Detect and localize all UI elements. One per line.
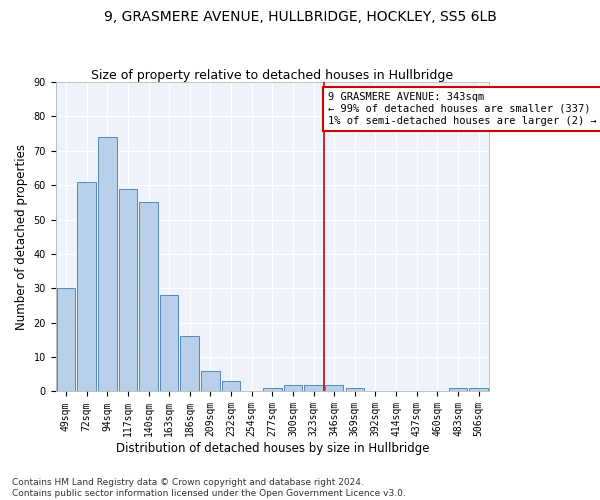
Bar <box>119 188 137 392</box>
Bar <box>304 384 323 392</box>
Text: 9 GRASMERE AVENUE: 343sqm
← 99% of detached houses are smaller (337)
1% of semi-: 9 GRASMERE AVENUE: 343sqm ← 99% of detac… <box>328 92 597 126</box>
Bar <box>139 202 158 392</box>
Bar <box>56 288 75 392</box>
X-axis label: Distribution of detached houses by size in Hullbridge: Distribution of detached houses by size … <box>116 442 429 455</box>
Text: 9, GRASMERE AVENUE, HULLBRIDGE, HOCKLEY, SS5 6LB: 9, GRASMERE AVENUE, HULLBRIDGE, HOCKLEY,… <box>104 10 496 24</box>
Y-axis label: Number of detached properties: Number of detached properties <box>15 144 28 330</box>
Bar <box>263 388 281 392</box>
Bar <box>181 336 199 392</box>
Bar <box>469 388 488 392</box>
Bar <box>98 137 116 392</box>
Bar <box>160 295 178 392</box>
Bar <box>201 371 220 392</box>
Text: Contains HM Land Registry data © Crown copyright and database right 2024.
Contai: Contains HM Land Registry data © Crown c… <box>12 478 406 498</box>
Bar <box>222 381 241 392</box>
Bar <box>346 388 364 392</box>
Bar <box>449 388 467 392</box>
Title: Size of property relative to detached houses in Hullbridge: Size of property relative to detached ho… <box>91 69 454 82</box>
Bar <box>77 182 96 392</box>
Bar <box>325 384 343 392</box>
Bar <box>284 384 302 392</box>
